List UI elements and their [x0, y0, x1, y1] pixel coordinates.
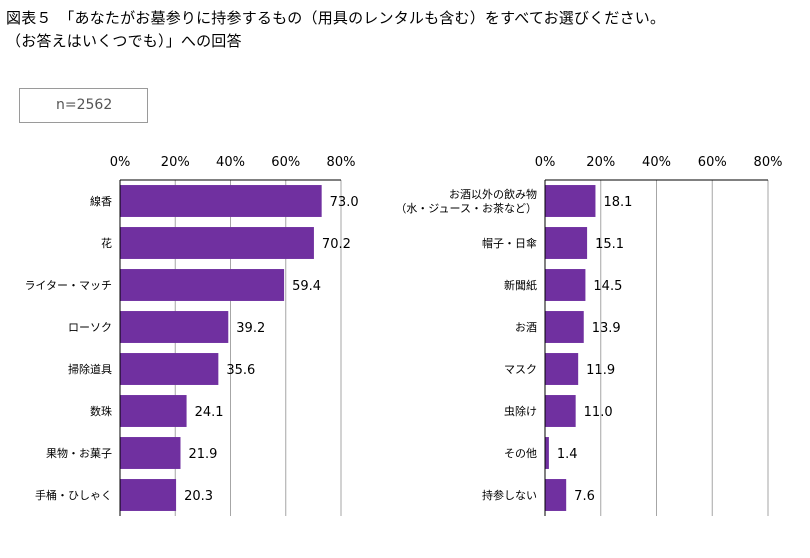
right-category-label: お酒: [515, 321, 537, 334]
left-bar: [120, 227, 314, 259]
left-data-label: 70.2: [322, 237, 351, 252]
right-data-label: 14.5: [593, 279, 622, 294]
right-data-label: 18.1: [603, 195, 632, 210]
left-category-label: 数珠: [90, 404, 112, 418]
left-tick-label: 80%: [327, 155, 356, 170]
left-tick-label: 60%: [271, 155, 300, 170]
right-data-label: 13.9: [592, 321, 621, 336]
left-bar: [120, 311, 229, 343]
left-bar: [120, 269, 285, 301]
left-data-label: 24.1: [195, 405, 224, 420]
sample-size-label: n=2562: [56, 97, 113, 113]
left-data-label: 39.2: [236, 321, 265, 336]
right-data-label: 1.4: [557, 447, 578, 462]
right-tick-label: 0%: [535, 155, 556, 170]
right-category-label: 新聞紙: [504, 278, 537, 292]
left-data-label: 21.9: [188, 447, 217, 462]
left-category-label: 果物・お菓子: [46, 446, 112, 460]
right-category-label: お酒以外の飲み物: [449, 187, 537, 201]
left-data-label: 20.3: [184, 489, 213, 504]
right-category-label: 持参しない: [482, 488, 537, 502]
right-data-label: 11.0: [584, 405, 613, 420]
right-bar: [545, 227, 588, 259]
left-bar: [120, 437, 181, 469]
right-bar: [545, 395, 576, 427]
right-category-label: （水・ジュース・お茶など）: [395, 202, 537, 215]
right-tick-label: 40%: [642, 155, 671, 170]
left-data-label: 73.0: [330, 195, 359, 210]
right-category-label: 帽子・日傘: [482, 237, 537, 250]
chart-title-line2: （お答えはいくつでも）」への回答: [6, 32, 242, 50]
left-category-label: ライター・マッチ: [24, 279, 112, 292]
right-bar: [545, 437, 549, 469]
right-category-label: マスク: [504, 363, 537, 376]
right-bar: [545, 479, 567, 511]
right-bar: [545, 269, 586, 301]
right-data-label: 7.6: [574, 489, 595, 504]
right-category-label: その他: [504, 447, 537, 460]
left-category-label: 花: [101, 237, 112, 250]
right-data-label: 15.1: [595, 237, 624, 252]
right-bar: [545, 311, 584, 343]
left-data-label: 35.6: [226, 363, 255, 378]
right-tick-label: 20%: [586, 155, 615, 170]
left-bar: [120, 185, 322, 217]
left-category-label: 掃除道具: [68, 362, 112, 376]
left-tick-label: 20%: [161, 155, 190, 170]
left-bar: [120, 353, 219, 385]
left-category-label: 線香: [90, 194, 112, 208]
left-data-label: 59.4: [292, 279, 321, 294]
right-data-label: 11.9: [586, 363, 615, 378]
left-category-label: ローソク: [68, 321, 112, 334]
left-tick-label: 40%: [216, 155, 245, 170]
left-bar: [120, 395, 187, 427]
sample-size-box: n=2562: [19, 88, 148, 123]
left-bar: [120, 479, 177, 511]
chart-title-line1: 図表５ 「あなたがお墓参りに持参するもの（用具のレンタルも含む）をすべてお選びく…: [6, 9, 666, 27]
left-category-label: 手桶・ひしゃく: [35, 488, 112, 502]
right-category-label: 虫除け: [504, 404, 537, 418]
right-bar: [545, 185, 596, 217]
right-tick-label: 80%: [754, 155, 783, 170]
left-tick-label: 0%: [110, 155, 131, 170]
right-tick-label: 60%: [698, 155, 727, 170]
right-bar: [545, 353, 579, 385]
